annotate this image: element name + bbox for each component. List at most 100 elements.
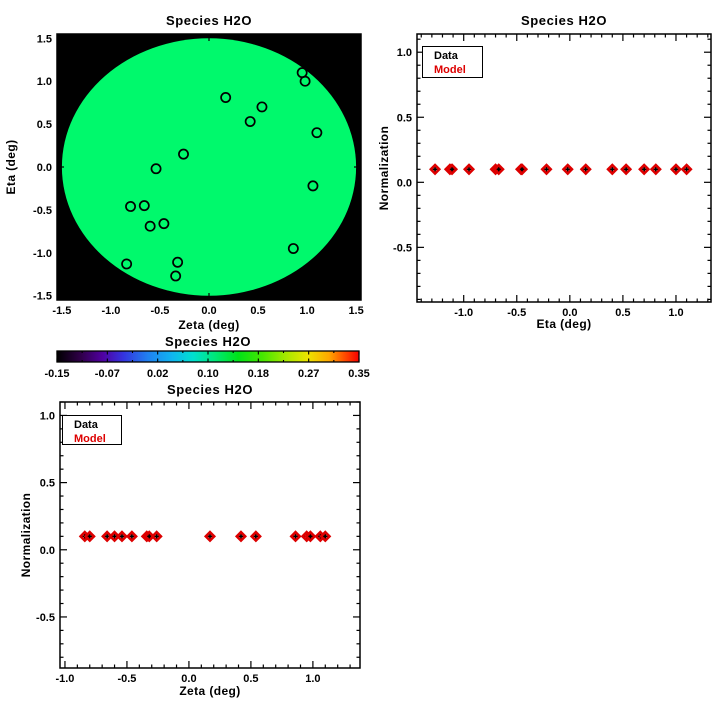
- colorbar-tick-label: 0.10: [197, 368, 218, 380]
- y-tick-label: -0.5: [33, 205, 52, 217]
- x-tick-label: -0.5: [150, 305, 169, 317]
- colorbar-tick-label: 0.02: [147, 368, 168, 380]
- eta-profile-plot: -1.0 -0.5 0.0 0.5 1.0 -0.5 0.0 0.5 1.0: [393, 33, 712, 319]
- data-model-point-marker: [429, 163, 442, 176]
- y-tick-label: 0.5: [37, 119, 52, 131]
- plot-frame: [59, 401, 361, 669]
- eta-profile-x-axis-label: Eta (deg): [536, 317, 592, 331]
- x-tick-label: 0.5: [615, 307, 630, 319]
- y-tick-label: 0.0: [37, 162, 52, 174]
- y-tick-label: 0.5: [397, 112, 412, 124]
- legend-data-label: Data: [74, 419, 98, 431]
- x-tick-label: 1.0: [668, 307, 683, 319]
- data-model-point-marker: [125, 530, 138, 543]
- colorbar-tick-label: 0.18: [248, 368, 269, 380]
- source-circle-marker: [299, 75, 311, 87]
- x-tick-label: -0.5: [507, 307, 526, 319]
- source-circle-marker: [138, 200, 150, 212]
- data-model-point-marker: [579, 163, 592, 176]
- source-circle-marker: [244, 116, 256, 127]
- data-model-point-marker: [319, 530, 332, 543]
- x-tick-label: -1.5: [52, 305, 71, 317]
- data-model-point-marker: [516, 163, 529, 176]
- data-model-point-marker: [540, 163, 553, 176]
- data-model-point-marker: [669, 163, 683, 176]
- data-model-point-marker: [83, 530, 96, 543]
- data-model-point-marker: [492, 163, 505, 176]
- source-circle-marker: [311, 127, 323, 139]
- y-tick-label: -0.5: [36, 612, 55, 624]
- data-model-point-marker: [289, 530, 302, 543]
- y-tick-label: -1.0: [33, 248, 52, 260]
- data-model-point-marker: [680, 163, 693, 176]
- source-circle-marker: [125, 201, 136, 212]
- colorbar-title: Species H2O: [164, 334, 252, 349]
- source-circle-marker: [121, 258, 133, 270]
- y-tick-label: 0.0: [397, 177, 412, 189]
- data-model-point-marker: [115, 530, 129, 543]
- source-circle-marker: [158, 218, 170, 230]
- x-tick-label: 0.0: [201, 305, 216, 317]
- colorbar-tick-label: 0.35: [348, 368, 369, 380]
- source-circle-marker: [287, 243, 299, 254]
- x-tick-label: 1.0: [305, 673, 320, 685]
- y-tick-label: 0.5: [40, 478, 55, 490]
- eta-profile-y-axis-label: Normalization: [377, 125, 391, 211]
- x-tick-label: 1.0: [299, 305, 314, 317]
- legend-data-label: Data: [434, 50, 458, 62]
- data-model-point-marker: [249, 530, 262, 543]
- field-of-view-disk: [61, 38, 357, 296]
- zeta-profile-legend: Data Model: [62, 415, 122, 445]
- sky-map-title: Species H2O: [165, 13, 253, 28]
- plot-frame: [56, 33, 362, 301]
- data-model-point-marker: [620, 163, 633, 176]
- zeta-profile-y-axis-label: Normalization: [19, 492, 33, 578]
- y-tick-label: 1.0: [40, 410, 55, 422]
- data-model-point-marker: [304, 530, 317, 543]
- y-tick-label: 1.0: [397, 47, 412, 59]
- zeta-profile-title: Species H2O: [166, 382, 254, 397]
- data-model-point-marker: [150, 530, 163, 543]
- x-tick-label: 0.0: [562, 307, 577, 319]
- sky-map-y-axis-label: Eta (deg): [4, 139, 18, 195]
- x-tick-label: -1.0: [454, 307, 473, 319]
- colorbar-tick-label: -0.07: [95, 368, 120, 380]
- data-model-point-marker: [203, 530, 217, 543]
- x-tick-label: 0.5: [250, 305, 265, 317]
- zeta-profile-x-axis-label: Zeta (deg): [179, 684, 241, 698]
- source-circle-marker: [307, 180, 319, 192]
- x-tick-label: 0.5: [243, 673, 258, 685]
- eta-profile-legend: Data Model: [422, 46, 483, 78]
- data-model-point-marker: [606, 163, 619, 176]
- sky-map-points: [121, 67, 323, 282]
- colorbar-tick-label: -0.15: [44, 368, 69, 380]
- source-circle-marker: [178, 148, 189, 160]
- sky-map-x-axis-label: Zeta (deg): [178, 318, 240, 332]
- eta-profile-title: Species H2O: [520, 13, 608, 28]
- x-tick-label: -1.0: [55, 673, 74, 685]
- x-tick-label: 0.0: [181, 673, 196, 685]
- colorbar-tick-label: 0.27: [298, 368, 319, 380]
- source-circle-marker: [170, 270, 182, 282]
- zeta-profile-points: [78, 530, 332, 543]
- x-tick-label: 1.5: [348, 305, 363, 317]
- legend-model-label: Model: [434, 64, 466, 76]
- data-model-point-marker: [445, 163, 459, 176]
- source-circle-marker: [220, 92, 232, 103]
- y-tick-label: 1.5: [37, 33, 52, 45]
- source-circle-marker: [144, 220, 156, 232]
- data-model-point-marker: [638, 163, 651, 176]
- plot-frame: [416, 33, 712, 303]
- legend-model-label: Model: [74, 433, 106, 445]
- eta-profile-points: [429, 163, 693, 176]
- source-circle-marker: [172, 256, 184, 268]
- source-circle-marker: [150, 163, 162, 175]
- data-model-point-marker: [649, 163, 662, 176]
- y-tick-label: 0.0: [40, 545, 55, 557]
- y-tick-label: -0.5: [393, 242, 412, 254]
- source-circle-marker: [256, 101, 268, 113]
- x-tick-label: -1.0: [101, 305, 120, 317]
- colorbar: -0.15 -0.07 0.02 0.10 0.18 0.27 0.35: [44, 350, 370, 380]
